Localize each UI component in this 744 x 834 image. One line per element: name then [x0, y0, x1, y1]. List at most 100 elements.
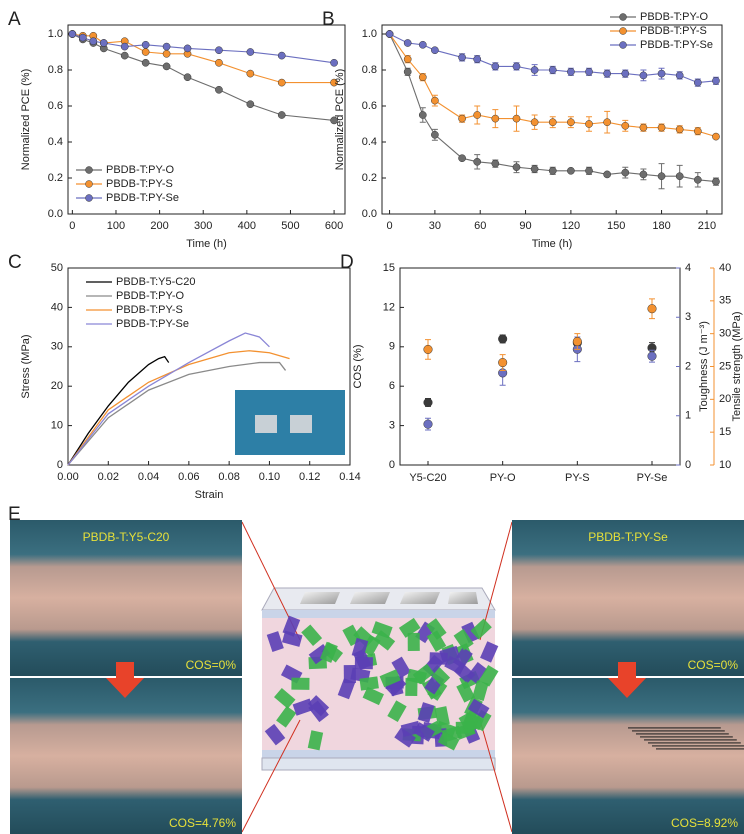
y-tick-label: 0: [389, 459, 395, 471]
crystallite: [394, 727, 416, 748]
legend-label: PBDB-T:PY-O: [116, 290, 185, 302]
data-point: [512, 114, 521, 123]
data-point: [712, 177, 720, 186]
x-tick-label: 0.02: [98, 471, 119, 483]
crystallite: [264, 723, 286, 746]
y-tick-label: 30: [51, 341, 63, 353]
x-tick-label: 0.04: [138, 471, 159, 483]
crystallite: [359, 676, 379, 691]
data-point: [693, 175, 702, 184]
x-tick-label: 0.06: [178, 471, 199, 483]
data-point: [458, 154, 466, 163]
crystallite: [307, 730, 324, 751]
data-point: [418, 40, 427, 49]
x-tick-label: 180: [652, 220, 670, 232]
x-axis-title: Time (h): [532, 238, 573, 250]
y-tick-label: 3: [389, 420, 395, 432]
data-point: [330, 58, 338, 67]
series-line: [67, 361, 287, 466]
plot-frame: [399, 267, 681, 466]
y-tick-label: 50: [51, 262, 63, 274]
data-point: [530, 165, 539, 173]
y-tick-label: 2: [685, 360, 691, 372]
plot-frame: [381, 24, 723, 215]
arrow: [106, 662, 144, 698]
y-tick-label: 12: [383, 301, 395, 313]
legend-label: PBDB-T:PY-Se: [640, 39, 713, 51]
x-tick-label: PY-O: [490, 472, 516, 484]
x-tick-label: 0.12: [299, 471, 320, 483]
data-point: [423, 397, 433, 408]
data-point: [458, 53, 466, 62]
y-tick-label: 35: [719, 295, 731, 307]
data-point: [89, 37, 98, 46]
data-point: [603, 69, 612, 78]
y-tick-label: 0.4: [362, 136, 377, 148]
crystallite: [461, 621, 480, 644]
crystallite: [470, 618, 492, 640]
data-point: [277, 78, 286, 87]
crystallite: [478, 665, 499, 687]
series-line: [389, 33, 717, 183]
crystallite: [434, 706, 450, 727]
y-tick-label: 40: [719, 262, 731, 274]
crystallite: [379, 669, 401, 688]
legend-marker: [85, 194, 93, 202]
data-point: [512, 163, 521, 172]
data-point: [183, 73, 192, 82]
crystallite: [276, 705, 297, 728]
crystallite: [458, 712, 478, 734]
legend-label: PBDB-T:PY-Se: [116, 318, 189, 330]
data-point: [120, 51, 129, 60]
data-point: [162, 42, 171, 51]
y3-axis-title: Tensile strength (MPa): [731, 311, 743, 421]
data-point: [639, 123, 648, 132]
crystallite: [373, 630, 396, 651]
data-point: [473, 157, 482, 166]
x-tick-label: Y5-C20: [409, 472, 446, 484]
legend-label: PBDB-T:PY-S: [106, 178, 173, 190]
crystallite: [456, 681, 476, 703]
data-point: [141, 48, 150, 56]
crystallite: [412, 663, 435, 685]
plot-frame: [67, 267, 351, 466]
x-tick-label: 210: [698, 220, 716, 232]
data-point: [647, 351, 657, 361]
x-tick-label: 400: [238, 220, 256, 232]
crystallite: [387, 700, 407, 722]
x-tick-label: PY-Se: [637, 472, 668, 484]
legend-marker: [85, 180, 93, 188]
y-tick-label: 1.0: [362, 28, 377, 40]
y-tick-label: 0.0: [48, 208, 63, 220]
crystallite: [472, 680, 489, 701]
data-point: [567, 67, 575, 76]
x-axis-title: Strain: [195, 489, 224, 501]
crystallite: [301, 624, 323, 646]
data-point: [423, 344, 433, 354]
y-tick-label: 0.2: [362, 172, 377, 184]
series-line: [67, 355, 170, 466]
sample-label: PBDB-T:Y5-C20: [83, 530, 170, 544]
plot-frame: [67, 24, 346, 215]
crystallite: [391, 656, 411, 679]
crystallite: [452, 647, 473, 669]
data-point: [141, 40, 150, 49]
crystallite: [480, 641, 499, 663]
legend-marker: [619, 13, 627, 21]
y2-axis-title: Toughness (J m⁻³): [698, 321, 710, 412]
legend-label: PBDB-T:PY-O: [640, 11, 709, 23]
data-point: [403, 39, 412, 47]
data-point: [621, 69, 630, 78]
y-tick-label: 1: [685, 410, 691, 422]
data-point: [183, 44, 192, 53]
crystallite: [266, 631, 284, 652]
crystallite: [426, 618, 447, 640]
data-point: [585, 67, 593, 76]
data-point: [162, 62, 171, 71]
y-tick-label: 9: [389, 341, 395, 353]
data-point: [491, 159, 500, 168]
y-tick-label: 20: [51, 380, 63, 392]
x-tick-label: PY-S: [565, 472, 590, 484]
